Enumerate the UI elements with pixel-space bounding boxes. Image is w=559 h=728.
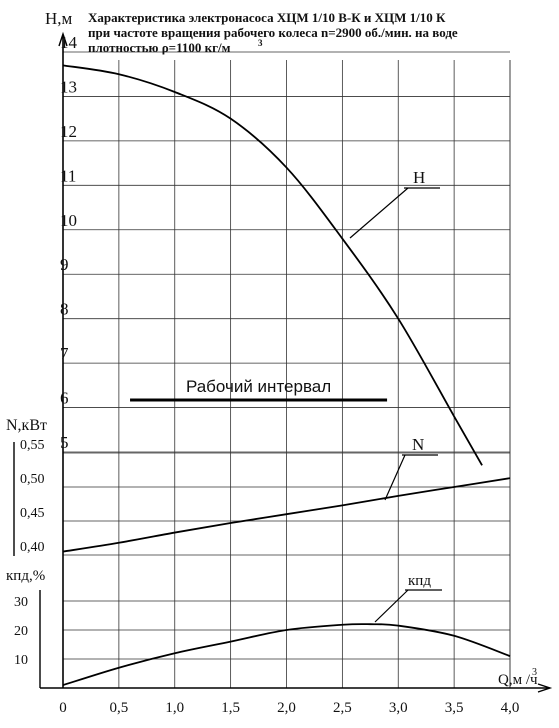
kpd-tick-label: 20 — [14, 624, 28, 639]
kpd-axis-label: кпд,% — [6, 568, 45, 584]
H-label-leader — [349, 187, 409, 239]
x-tick-label: 2,0 — [277, 700, 296, 716]
x-axis-label: Q,м /ч — [498, 672, 538, 688]
title-line: Характеристика электронасоса ХЦМ 1/10 В-… — [88, 10, 446, 25]
grid — [63, 51, 511, 688]
x-tick-label: 0 — [59, 700, 67, 716]
H-axis-label: H,м — [45, 9, 73, 28]
labels-layer: 5 6 7 8 9 10 11 12 13 14 0,40 0,45 0,50 0,55 10 20 30 0 0,… — [6, 9, 538, 716]
series-label-N: N — [412, 435, 424, 454]
series-line-H — [62, 64, 483, 466]
series-label-kpd: кпд — [408, 573, 431, 589]
H-tick-label: 14 — [60, 33, 78, 52]
x-tick-label: 1,0 — [165, 700, 184, 716]
x-tick-label: 0,5 — [110, 700, 129, 716]
title-line: при частоте вращения рабочего колеса n=2… — [88, 25, 458, 40]
title-superscript: 3 — [258, 38, 263, 48]
N-axis-label: N,кВт — [6, 417, 47, 434]
N-tick-label: 0,45 — [20, 506, 45, 521]
kpd-label-leader — [374, 589, 409, 623]
series-line-kpd — [62, 623, 511, 686]
H-tick-label: 5 — [60, 433, 69, 452]
axes — [13, 31, 553, 693]
H-tick-label: 8 — [60, 300, 69, 319]
x-tick-label: 2,5 — [333, 700, 352, 716]
x-tick-label: 3,5 — [445, 700, 464, 716]
N-label-leader — [384, 454, 406, 501]
H-tick-label: 9 — [60, 255, 69, 274]
H-tick-label: 11 — [60, 166, 76, 185]
H-tick-label: 7 — [60, 344, 69, 363]
x-axis-arrow — [537, 683, 553, 693]
kpd-tick-label: 30 — [14, 595, 28, 610]
H-tick-label: 12 — [60, 122, 77, 141]
series-label-H: H — [413, 168, 425, 187]
working-interval-label: Рабочий интервал — [186, 377, 331, 396]
x-tick-label: 1,5 — [221, 700, 240, 716]
H-tick-label: 13 — [60, 77, 77, 96]
N-tick-label: 0,40 — [20, 540, 45, 555]
series-layer — [62, 64, 511, 686]
H-tick-label: 6 — [60, 389, 69, 408]
N-tick-label: 0,50 — [20, 472, 45, 487]
N-tick-label: 0,55 — [20, 438, 45, 453]
kpd-tick-label: 10 — [14, 653, 28, 668]
H-tick-label: 10 — [60, 211, 77, 230]
x-axis-label-superscript: 3 — [532, 667, 537, 678]
series-line-N — [62, 477, 511, 553]
y-axis-H-arrow — [58, 31, 68, 47]
x-tick-label: 4,0 — [501, 700, 520, 716]
x-tick-label: 3,0 — [389, 700, 408, 716]
title-line: плотностью ρ=1100 кг/м — [88, 40, 231, 55]
